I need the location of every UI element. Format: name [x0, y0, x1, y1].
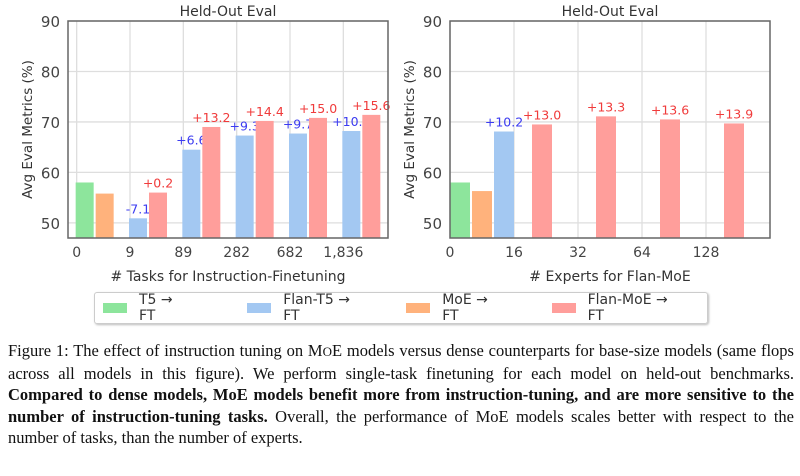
bar-data-label: +9.7	[283, 117, 313, 132]
bar-data-label: +9.3	[229, 119, 259, 134]
x-tick-label: 0	[446, 245, 455, 261]
bar	[660, 119, 680, 238]
caption-part1: E models versus dense counterparts for b…	[8, 341, 794, 383]
legend-label-flan-moe: Flan-MoE → FT	[587, 292, 668, 324]
bar-data-label: +14.4	[246, 104, 284, 119]
legend: T5 → FT Flan-T5 → FT MoE → FT Flan-MoE →…	[94, 292, 708, 324]
bar	[182, 149, 201, 238]
bar	[450, 182, 470, 238]
bar	[149, 192, 167, 238]
bar	[472, 191, 492, 238]
legend-item-t5: T5 → FT	[103, 292, 189, 324]
bar-data-label: +13.3	[587, 99, 625, 114]
legend-swatch-t5	[103, 303, 127, 313]
bar	[129, 218, 147, 238]
y-tick-label: 50	[41, 215, 60, 233]
x-tick-label: 16	[505, 245, 523, 261]
legend-item-moe: MoE → FT	[406, 292, 503, 324]
bar-data-label: +6.6	[176, 133, 206, 148]
bar-data-label: +15.0	[299, 101, 337, 116]
bar	[95, 193, 114, 238]
plot-frame	[449, 20, 771, 239]
bar	[596, 116, 616, 238]
bar-data-label: +13.2	[192, 110, 230, 125]
bar	[309, 117, 327, 238]
caption-prefix: Figure 1: The effect of instruction tuni…	[8, 341, 323, 360]
y-tick-label: 80	[41, 63, 60, 81]
x-tick-label: 9	[126, 245, 135, 261]
x-axis-label: # Experts for Flan-MoE	[529, 269, 690, 285]
legend-label-flan-t5: Flan-T5 → FT	[283, 292, 350, 324]
bar-data-label: +0.2	[143, 176, 173, 191]
bar	[289, 133, 307, 238]
legend-swatch-flan-t5	[247, 303, 272, 313]
legend-label-moe: MoE → FT	[442, 292, 488, 324]
bar	[75, 182, 94, 238]
x-tick-label: 1,836	[323, 245, 363, 261]
bar	[724, 123, 744, 238]
plot-frame	[67, 20, 389, 239]
y-tick-label: 60	[41, 164, 60, 182]
bar-data-label: +13.9	[715, 106, 753, 121]
figure-caption: Figure 1: The effect of instruction tuni…	[8, 340, 794, 449]
chart-title: Held-Out Eval	[180, 4, 277, 20]
bar	[235, 135, 254, 238]
bar	[532, 124, 552, 238]
y-tick-label: 50	[423, 215, 442, 233]
y-tick-label: 70	[41, 114, 60, 132]
x-tick-label: 682	[277, 245, 304, 261]
caption-smallcaps: O	[322, 344, 332, 359]
x-tick-label: 64	[633, 245, 651, 261]
x-tick-label: 89	[174, 245, 192, 261]
legend-item-flan-moe: Flan-MoE → FT	[551, 292, 681, 324]
chart-title: Held-Out Eval	[562, 4, 659, 20]
caption-part2: Overall, the performance of MoE models s…	[8, 406, 794, 448]
bar	[202, 126, 221, 238]
caption-bold: Compared to dense models, MoE models ben…	[8, 385, 794, 426]
y-tick-label: 70	[423, 114, 442, 132]
y-tick-label: 90	[423, 13, 442, 31]
x-tick-label: 128	[693, 245, 720, 261]
y-axis-label: Avg Eval Metrics (%)	[20, 60, 36, 199]
bar-data-label: +13.0	[523, 107, 561, 122]
bar-data-label: +13.6	[651, 102, 689, 117]
bar	[362, 114, 381, 238]
x-tick-label: 0	[72, 245, 81, 261]
legend-label-t5: T5 → FT	[138, 292, 173, 324]
bar-data-label: -7.1	[126, 201, 150, 216]
x-tick-label: 282	[223, 245, 250, 261]
bar	[494, 131, 514, 238]
x-axis-label: # Tasks for Instruction-Finetuning	[110, 269, 345, 285]
y-tick-label: 90	[41, 13, 60, 31]
legend-item-flan-t5: Flan-T5 → FT	[247, 292, 364, 324]
y-axis-label: Avg Eval Metrics (%)	[402, 60, 418, 199]
y-tick-label: 80	[423, 63, 442, 81]
legend-swatch-flan-moe	[551, 303, 576, 313]
bar-data-label: +10.2	[485, 115, 523, 130]
bar-data-label: +15.6	[352, 98, 390, 113]
bar	[255, 120, 274, 238]
legend-swatch-moe	[406, 303, 431, 313]
bar	[342, 131, 361, 238]
x-tick-label: 32	[569, 245, 587, 261]
chart-experts: 50 60 70 80 90 0 16 32 64 128 +10.2 +13.0 +13.3 +13.6…	[402, 4, 771, 285]
y-tick-label: 60	[423, 164, 442, 182]
bar-data-label: +10.2	[332, 114, 370, 129]
chart-tasks: 50 60 70 80 90 0 9 89 282 682 1,836 -7.1 +0.2 +6.6 +13…	[20, 4, 391, 285]
